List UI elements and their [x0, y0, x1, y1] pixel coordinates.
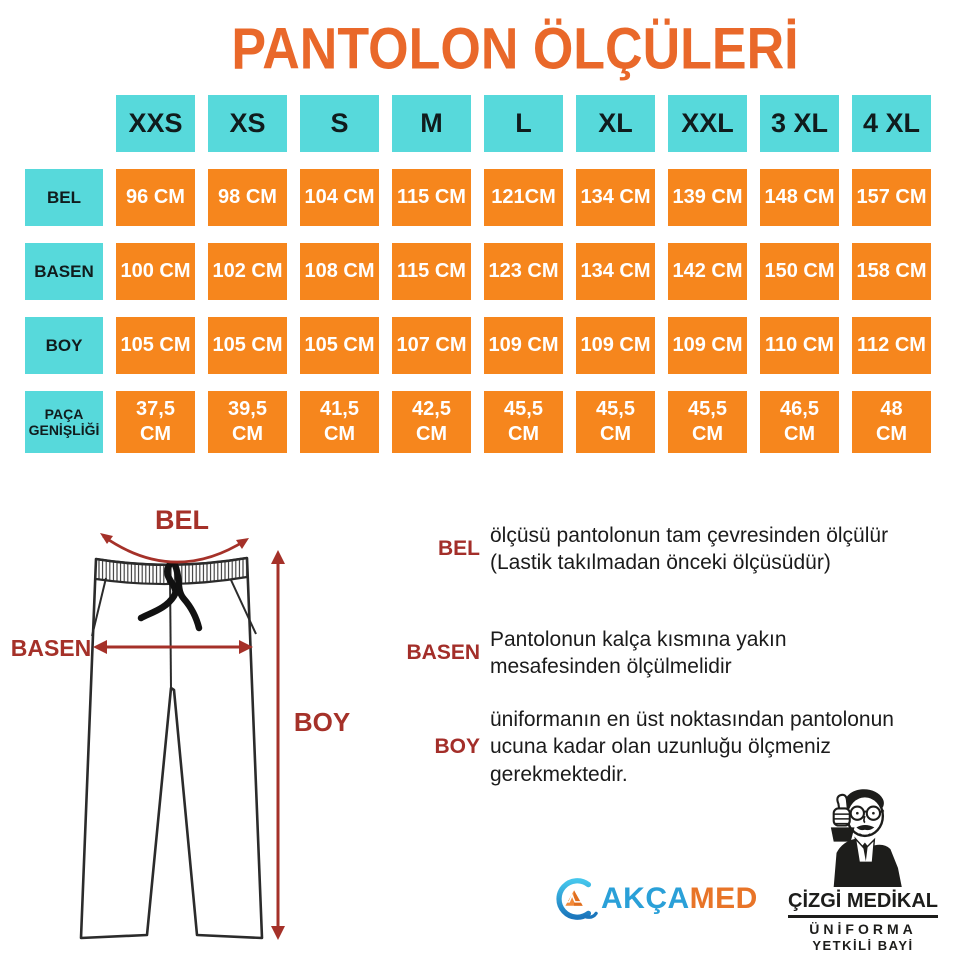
measurement-cell: 98 CM [208, 169, 287, 226]
description-term: BASEN [406, 641, 480, 665]
description-text: Pantolonun kalça kısmına yakın mesafesin… [490, 628, 787, 679]
bel-arrow [100, 533, 249, 564]
measurement-cell: 45,5 CM [576, 391, 655, 453]
pants-diagram: BEL BASEN BOY [11, 505, 350, 940]
cizgi-medikal-subtitle-bayi: YETKİLİ BAYİ [812, 938, 914, 953]
measurement-cell: 48 CM [852, 391, 931, 453]
measurement-cell: 37,5 CM [116, 391, 195, 453]
measurement-cell: 105 CM [116, 317, 195, 374]
description-text: üniformanın en üst noktasından pantolonu… [490, 708, 894, 786]
measurement-cell: 96 CM [116, 169, 195, 226]
measurement-row-label: BOY [25, 317, 103, 374]
measurement-cell: 157 CM [852, 169, 931, 226]
page-title: PANTOLON ÖLÇÜLERİ [231, 17, 799, 83]
measurement-cell: 142 CM [668, 243, 747, 300]
measurement-cell: 107 CM [392, 317, 471, 374]
size-column-header: M [392, 95, 471, 152]
measurement-cell: 100 CM [116, 243, 195, 300]
measurement-cell: 109 CM [484, 317, 563, 374]
measurement-cell: 150 CM [760, 243, 839, 300]
measurement-row-label: PAÇA GENİŞLİĞİ [25, 391, 103, 453]
basen-diagram-label: BASEN [11, 635, 92, 661]
measurement-cell: 45,5 CM [484, 391, 563, 453]
measurement-cell: 121CM [484, 169, 563, 226]
measurement-cell: 108 CM [300, 243, 379, 300]
measurement-cell: 104 CM [300, 169, 379, 226]
cizgi-medikal-subtitle-uniforma: ÜNİFORMA [809, 921, 917, 937]
pants-outline [79, 556, 264, 940]
akcamed-logo: AKÇAMED [552, 876, 758, 922]
size-column-header: 3 XL [760, 95, 839, 152]
akcamed-wordmark: AKÇAMED [601, 882, 758, 916]
description-row-basen: BASEN Pantolonun kalça kısmına yakın mes… [402, 626, 830, 681]
description-term: BEL [438, 537, 480, 561]
table-corner [25, 95, 103, 152]
size-table: XXS XS S M L XL XXL 3 XL 4 XL BEL 96 CM … [25, 95, 931, 453]
measurement-cell: 105 CM [208, 317, 287, 374]
measurement-cell: 139 CM [668, 169, 747, 226]
size-column-header: XS [208, 95, 287, 152]
center-crease-line [169, 573, 172, 689]
measurement-cell: 134 CM [576, 243, 655, 300]
description-row-boy: BOY üniformanın en üst noktasından panto… [402, 706, 942, 788]
bel-diagram-label: BEL [155, 505, 209, 535]
measurement-cell: 42,5 CM [392, 391, 471, 453]
size-column-header: L [484, 95, 563, 152]
basen-arrow [93, 640, 253, 654]
description-term: BOY [434, 734, 480, 758]
size-column-header: XL [576, 95, 655, 152]
measurement-cell: 123 CM [484, 243, 563, 300]
measurement-cell: 148 CM [760, 169, 839, 226]
left-pocket-line [91, 577, 107, 637]
measurement-cell: 41,5 CM [300, 391, 379, 453]
measurement-cell: 115 CM [392, 169, 471, 226]
measurement-cell: 115 CM [392, 243, 471, 300]
measurement-cell: 158 CM [852, 243, 931, 300]
boy-arrow [271, 550, 285, 940]
measurement-row-label: BEL [25, 169, 103, 226]
size-column-header: XXL [668, 95, 747, 152]
description-text: ölçüsü pantolonun tam çevresinden ölçülü… [490, 524, 889, 575]
measurement-cell: 109 CM [576, 317, 655, 374]
measurement-cell: 39,5 CM [208, 391, 287, 453]
measurement-cell: 105 CM [300, 317, 379, 374]
cizgi-medikal-title: ÇİZGİ MEDİKAL [788, 890, 938, 918]
description-row-bel: BEL ölçüsü pantolonun tam çevresinden öl… [402, 522, 922, 577]
akcamed-logo-icon [556, 878, 598, 920]
thumbs-up-man-icon [830, 789, 902, 887]
measurement-cell: 112 CM [852, 317, 931, 374]
size-column-header: XXS [116, 95, 195, 152]
size-column-header: S [300, 95, 379, 152]
measurement-cell: 102 CM [208, 243, 287, 300]
akcamed-name-orange: MED [689, 882, 758, 915]
right-pocket-line [230, 579, 257, 635]
cizgi-medikal-logo: ÇİZGİ MEDİKAL ÜNİFORMA YETKİLİ BAYİ [775, 778, 951, 953]
size-column-header: 4 XL [852, 95, 931, 152]
measurement-row-label: BASEN [25, 243, 103, 300]
akcamed-name-blue: AKÇA [601, 882, 690, 915]
measurement-cell: 134 CM [576, 169, 655, 226]
measurement-cell: 46,5 CM [760, 391, 839, 453]
measurement-cell: 109 CM [668, 317, 747, 374]
measurement-cell: 45,5 CM [668, 391, 747, 453]
measurement-cell: 110 CM [760, 317, 839, 374]
boy-diagram-label: BOY [294, 707, 350, 737]
drawstring [137, 560, 203, 632]
